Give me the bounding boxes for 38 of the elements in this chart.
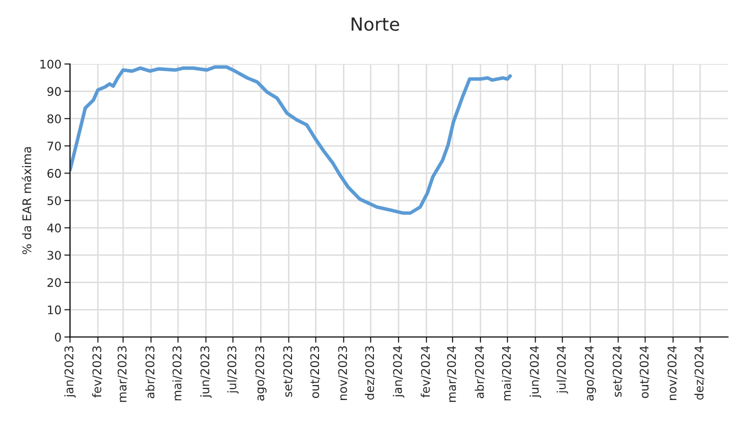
x-tick-label: abr/2024	[474, 346, 485, 398]
x-tick-label: ago/2023	[255, 346, 267, 401]
x-tick-label: fev/2023	[92, 346, 102, 398]
y-tick-label: 20	[48, 278, 61, 288]
y-axis-title: % da EAR máxima	[22, 147, 32, 254]
y-tick-label: 70	[48, 142, 61, 151]
y-tick-label: 40	[47, 224, 61, 232]
x-tick-label: mai/2023	[172, 346, 182, 400]
y-tick-label: 100	[40, 60, 61, 69]
y-tick-label: 10	[48, 305, 61, 314]
x-tick-label: set/2024	[612, 346, 623, 397]
y-tick-label: 60	[47, 168, 61, 178]
x-tick-label: mai/2024	[502, 346, 512, 400]
x-tick-label: nov/2024	[668, 346, 678, 400]
y-tick-label: 90	[47, 87, 61, 96]
x-tick-label: jul/2024	[556, 346, 568, 394]
x-tick-label: mar/2024	[447, 346, 457, 402]
chart-title: Norte	[352, 18, 400, 31]
x-tick-label: fev/2024	[420, 346, 431, 398]
x-tick-label: mar/2023	[118, 346, 128, 402]
x-tick-label: jun/2023	[200, 346, 212, 398]
x-tick-label: jan/2024	[392, 346, 404, 398]
y-tick-label: 80	[47, 114, 61, 124]
y-tick-label: 0	[54, 332, 61, 342]
x-tick-label: dez/2024	[694, 346, 704, 400]
y-tick-label: 50	[48, 196, 61, 206]
line-series	[70, 65, 512, 215]
x-tick-label: abr/2023	[145, 346, 156, 398]
x-tick-label: jul/2023	[227, 346, 239, 394]
x-tick-label: jan/2023	[64, 346, 76, 398]
x-tick-label: out/2023	[310, 346, 320, 398]
x-tick-label: ago/2024	[584, 346, 596, 401]
x-tick-label: nov/2023	[338, 346, 348, 400]
x-tick-label: dez/2023	[364, 346, 375, 400]
y-tick-label: 30	[48, 250, 61, 260]
x-tick-label: set/2023	[283, 346, 294, 397]
x-tick-label: jun/2024	[530, 346, 542, 398]
x-tick-label: out/2024	[640, 346, 650, 398]
